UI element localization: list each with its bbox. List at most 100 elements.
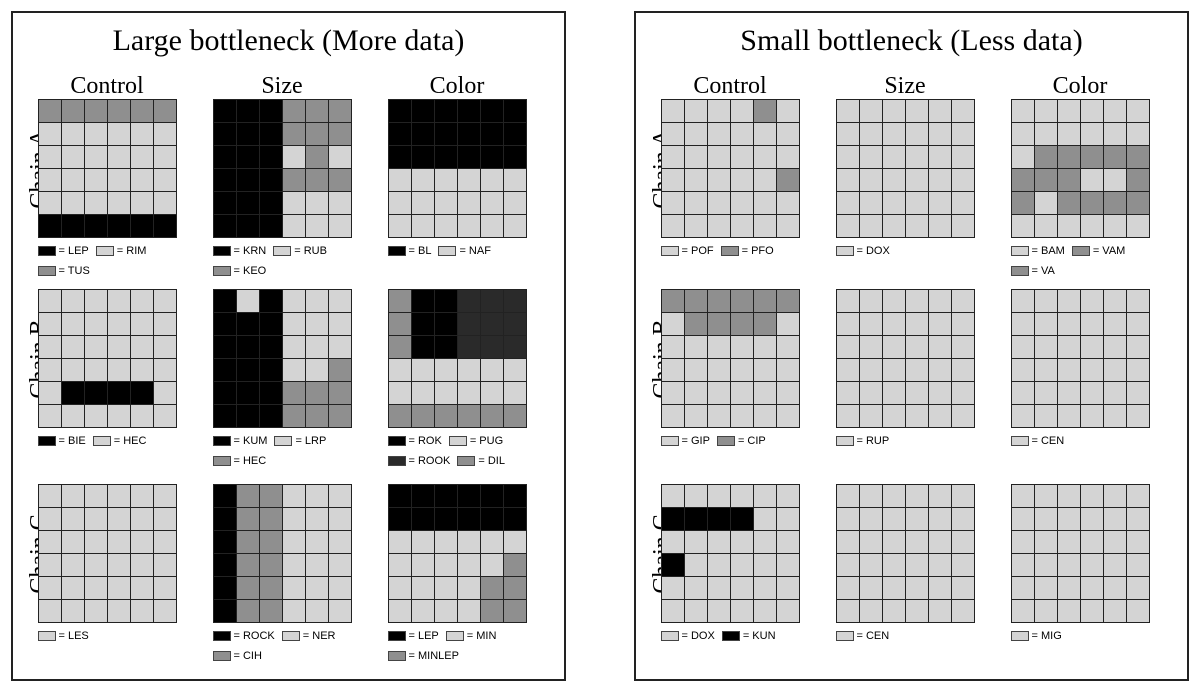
grid-cell-light	[1011, 508, 1034, 530]
grid-cell-light	[61, 600, 84, 622]
grid-cell-light	[153, 290, 176, 312]
grid-cell-dark	[480, 313, 503, 335]
grid-cell-light	[1080, 359, 1103, 381]
grid-cell-mid	[282, 405, 305, 427]
grid-cell-mid	[1126, 192, 1149, 214]
grid-cell-light	[130, 531, 153, 553]
grid-cell-mid	[480, 577, 503, 599]
grid-cell-light	[951, 359, 974, 381]
grid-cell-black	[411, 146, 434, 168]
grid-cell-mid	[153, 100, 176, 122]
grid-cell-light	[730, 577, 753, 599]
grid-cell-light	[1080, 485, 1103, 507]
grid-cell-light	[1057, 336, 1080, 358]
grid-cell-light	[153, 169, 176, 191]
grid-cell-black	[213, 359, 236, 381]
legend-item: = GIP	[660, 432, 710, 450]
grid-cell-light	[882, 577, 905, 599]
grid-cell-light	[1103, 359, 1126, 381]
grid-cell-light	[388, 192, 411, 214]
grid-cell-light	[859, 290, 882, 312]
grid-cell-light	[836, 577, 859, 599]
grid-cell-light	[730, 215, 753, 237]
grid-cell-light	[107, 313, 130, 335]
grid-cell-light	[328, 600, 351, 622]
grid-cell-mid	[1126, 146, 1149, 168]
panel-title: Large bottleneck (More data)	[112, 24, 465, 57]
grid-cell-light	[730, 600, 753, 622]
grid-cell-light	[305, 554, 328, 576]
legend-swatch	[274, 436, 293, 446]
grid-cell-black	[411, 290, 434, 312]
grid-cell-light	[107, 192, 130, 214]
grid-cell-light	[951, 577, 974, 599]
grid-cell-light	[730, 531, 753, 553]
grid-cell-light	[1080, 169, 1103, 191]
grid-cell-light	[457, 554, 480, 576]
legend-label: = CEN	[1031, 435, 1065, 447]
grid-cell-dark	[457, 336, 480, 358]
grid-cell-light	[503, 215, 526, 237]
grid-cell-mid	[707, 290, 730, 312]
legend-item: = ROK	[387, 432, 442, 450]
grid-cell-light	[1103, 485, 1126, 507]
grid-cell-black	[259, 359, 282, 381]
legend-label: = POF	[681, 245, 714, 257]
grid-cell-light	[661, 359, 684, 381]
grid-cell-light	[730, 336, 753, 358]
grid-cell-light	[684, 123, 707, 145]
grid-cell-light	[684, 336, 707, 358]
grid-cell-black	[480, 508, 503, 530]
grid-cell-light	[905, 382, 928, 404]
legend: = BIE = HEC	[37, 432, 178, 452]
grid-cell-light	[38, 359, 61, 381]
legend-item: = MIG	[1010, 627, 1062, 645]
grid-cell-light	[684, 192, 707, 214]
grid-cell-black	[213, 169, 236, 191]
grid-cell-dark	[480, 336, 503, 358]
grid-cell-black	[153, 215, 176, 237]
grid-cell-light	[38, 485, 61, 507]
grid-cell-black	[236, 313, 259, 335]
grid-cell-light	[1011, 359, 1034, 381]
grid-cell-light	[684, 382, 707, 404]
grid-cell-light	[130, 577, 153, 599]
grid-cell-light	[707, 405, 730, 427]
grid-cell-light	[305, 577, 328, 599]
legend: = CEN	[835, 627, 976, 647]
grid-cell-light	[951, 531, 974, 553]
grid-cell-light	[707, 554, 730, 576]
grid-cell-black	[434, 508, 457, 530]
legend-swatch	[835, 246, 854, 256]
grid-cell-mid	[236, 600, 259, 622]
grid-cell-light	[1057, 382, 1080, 404]
grid-cell-light	[84, 600, 107, 622]
grid-cell-black	[213, 123, 236, 145]
grid-cell-light	[107, 146, 130, 168]
grid-cell-light	[684, 169, 707, 191]
grid-cell-light	[928, 169, 951, 191]
legend-item: = POF	[660, 242, 714, 260]
grid-cell-black	[213, 405, 236, 427]
grid-cell-light	[836, 359, 859, 381]
grid-cell-black	[388, 100, 411, 122]
grid-cell-light	[859, 359, 882, 381]
grid-cell-light	[411, 169, 434, 191]
grid-cell-light	[905, 336, 928, 358]
grid-cell-light	[882, 359, 905, 381]
legend-swatch	[387, 246, 406, 256]
legend-label: = RIM	[116, 245, 147, 257]
grid-cell-mid	[305, 169, 328, 191]
grid-cell-light	[457, 215, 480, 237]
grid-cell-light	[153, 531, 176, 553]
legend-item: = LEP	[387, 627, 439, 645]
grid-cell-light	[84, 192, 107, 214]
legend-swatch	[387, 651, 406, 661]
grid-cell-light	[1057, 485, 1080, 507]
grid-cell-light	[859, 405, 882, 427]
grid-cell-light	[388, 577, 411, 599]
grid-cell-mid	[259, 600, 282, 622]
grid-cell-black	[480, 146, 503, 168]
legend-label: = MIN	[466, 630, 497, 642]
grid-cell-light	[928, 600, 951, 622]
